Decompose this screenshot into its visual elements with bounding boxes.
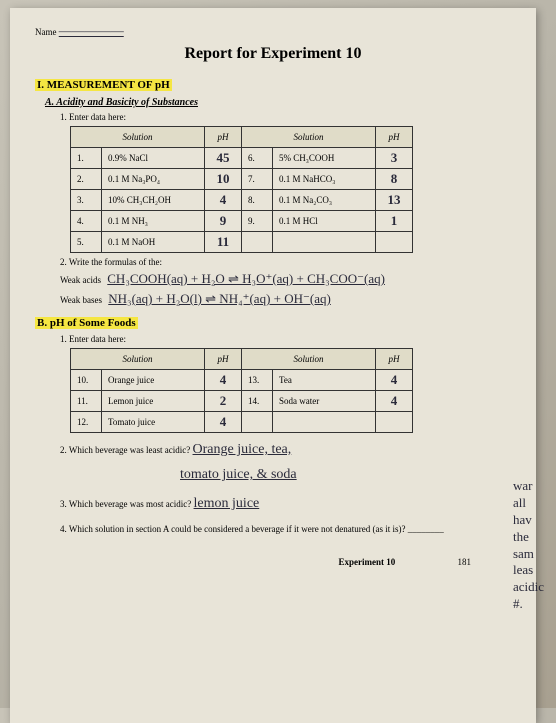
q2-answer-2: tomato juice, & soda <box>180 467 297 482</box>
q2-answer-1: Orange juice, tea, <box>193 442 292 457</box>
table-header: Solution <box>242 127 376 148</box>
enter-data-b: 1. Enter data here: <box>60 334 511 344</box>
table-header: Solution <box>71 349 205 370</box>
table-row: 1.0.9% NaCl45 6.5% CH₃COOH3 <box>71 148 413 169</box>
table-a: Solution pH Solution pH 1.0.9% NaCl45 6.… <box>70 126 413 253</box>
margin-note: war all hav the sam leas acidic #. <box>513 478 544 613</box>
table-row: 2.0.1 M Na₃PO₄10 7.0.1 M NaHCO₃8 <box>71 169 413 190</box>
page-footer: Experiment 10 181 <box>35 557 511 567</box>
table-row: 11.Lemon juice2 14.Soda water4 <box>71 391 413 412</box>
table-row: 5.0.1 M NaOH11 <box>71 232 413 253</box>
weak-bases-formula: NH₃(aq) + H₂O(l) ⇌ NH₄⁺(aq) + OH⁻(aq) <box>108 291 331 306</box>
table-header: pH <box>205 127 242 148</box>
section-b-header: B. pH of Some Foods <box>35 317 138 329</box>
table-row: 12.Tomato juice4 <box>71 412 413 433</box>
name-value: ————— <box>59 23 124 38</box>
page-number: 181 <box>458 557 472 567</box>
enter-data-a: 1. Enter data here: <box>60 112 511 122</box>
table-row: 3.10% CH₃CH₂OH4 8.0.1 M Na₂CO₃13 <box>71 190 413 211</box>
table-header: pH <box>376 127 413 148</box>
table-header: Solution <box>242 349 376 370</box>
question-3: 3. Which beverage was most acidic? lemon… <box>60 491 511 516</box>
table-row: 4.0.1 M NH₃9 9.0.1 M HCl1 <box>71 211 413 232</box>
section-a-header: A. Acidity and Basicity of Substances <box>45 97 511 108</box>
formulas-label: 2. Write the formulas of the: <box>60 257 511 267</box>
name-label: Name <box>35 27 57 37</box>
section-i-header: I. MEASUREMENT OF pH <box>35 79 172 91</box>
table-header: Solution <box>71 127 205 148</box>
table-row: 10.Orange juice4 13.Tea4 <box>71 370 413 391</box>
table-header: pH <box>376 349 413 370</box>
table-b: Solution pH Solution pH 10.Orange juice4… <box>70 348 413 433</box>
name-line: Name ————— <box>35 23 511 39</box>
weak-acids: Weak acids CH₃COOH(aq) + H₂O ⇌ H₃O⁺(aq) … <box>60 271 511 287</box>
question-2: 2. Which beverage was least acidic? Oran… <box>60 437 511 487</box>
report-title: Report for Experiment 10 <box>35 45 511 63</box>
weak-acids-formula: CH₃COOH(aq) + H₂O ⇌ H₃O⁺(aq) + CH₃COO⁻(a… <box>107 271 385 286</box>
table-header: pH <box>205 349 242 370</box>
footer-label: Experiment 10 <box>339 557 396 567</box>
worksheet-page: Name ————— Report for Experiment 10 I. M… <box>10 8 536 723</box>
q4-blank: ________ <box>408 524 444 534</box>
weak-bases: Weak bases NH₃(aq) + H₂O(l) ⇌ NH₄⁺(aq) +… <box>60 291 511 307</box>
q3-answer: lemon juice <box>194 496 260 511</box>
question-4: 4. Which solution in section A could be … <box>60 521 511 537</box>
